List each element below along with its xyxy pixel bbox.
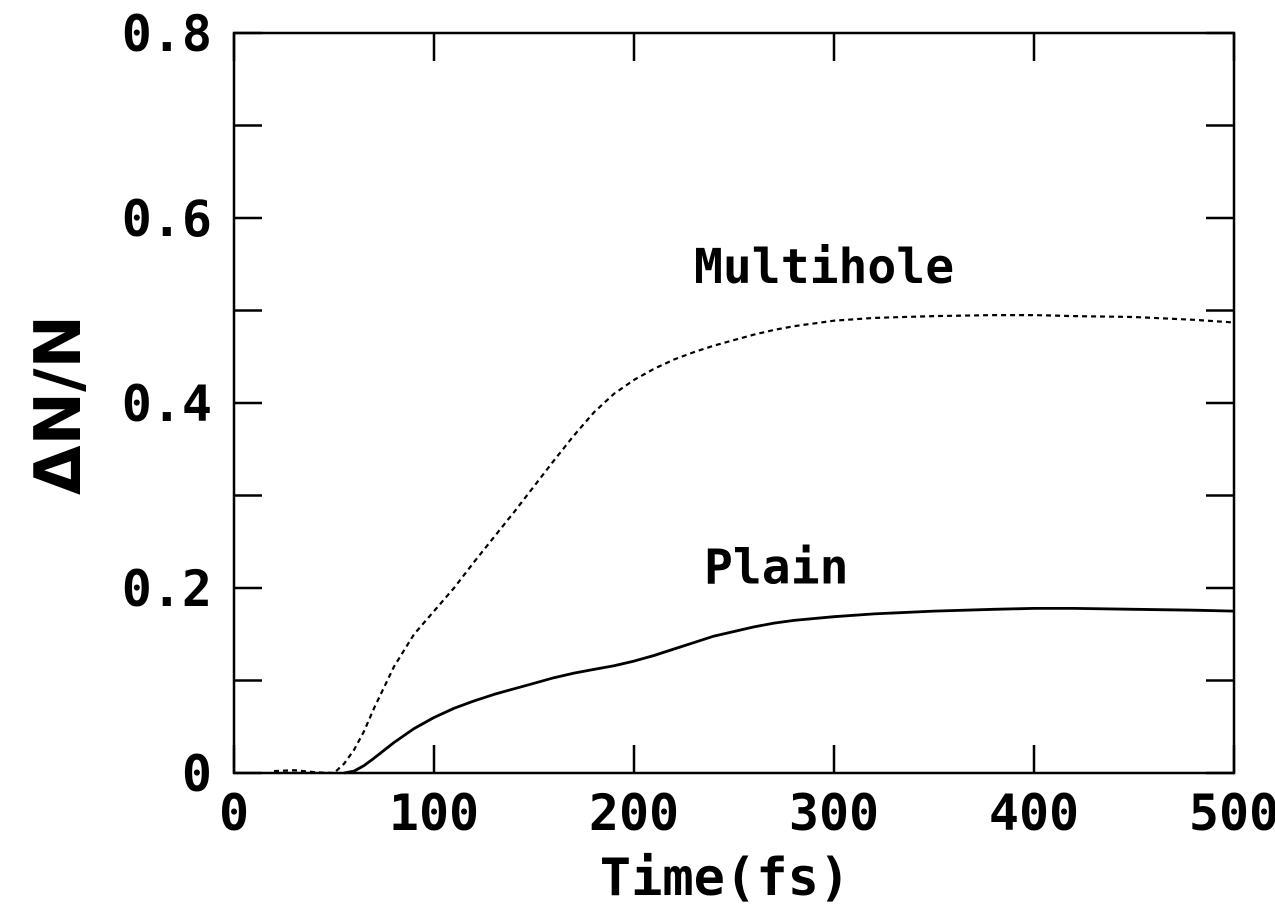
y-tick-label-3: 0.6 bbox=[122, 190, 212, 248]
y-tick-label-0: 0 bbox=[182, 745, 212, 803]
x-tick-label-0: 0 bbox=[219, 784, 249, 842]
x-tick-label-2: 200 bbox=[589, 784, 679, 842]
plot-area bbox=[232, 31, 1236, 775]
series-label-multihole: Multihole bbox=[694, 239, 954, 295]
tick-labels: 0 100 200 300 400 500 0 0.2 0.4 0.6 0.8 bbox=[122, 5, 1275, 842]
x-tick-label-3: 300 bbox=[789, 784, 879, 842]
plot-frame bbox=[232, 31, 1236, 775]
series-label-plain: Plain bbox=[704, 539, 849, 595]
annotations: Multihole Plain bbox=[694, 239, 954, 596]
x-tick-label-4: 400 bbox=[989, 784, 1079, 842]
y-tick-label-1: 0.2 bbox=[122, 560, 212, 618]
series-line-plain bbox=[343, 607, 1235, 775]
series-line-multihole bbox=[273, 314, 1235, 775]
y-tick-label-2: 0.4 bbox=[122, 375, 212, 433]
x-axis-label: Time(fs) bbox=[600, 848, 850, 908]
x-tick-label-1: 100 bbox=[389, 784, 479, 842]
y-tick-label-4: 0.8 bbox=[122, 5, 212, 63]
axis-ticks bbox=[232, 31, 1236, 775]
series-layer bbox=[273, 314, 1235, 775]
y-axis-label: ΔN/N bbox=[22, 315, 96, 495]
x-tick-label-5: 500 bbox=[1189, 784, 1275, 842]
